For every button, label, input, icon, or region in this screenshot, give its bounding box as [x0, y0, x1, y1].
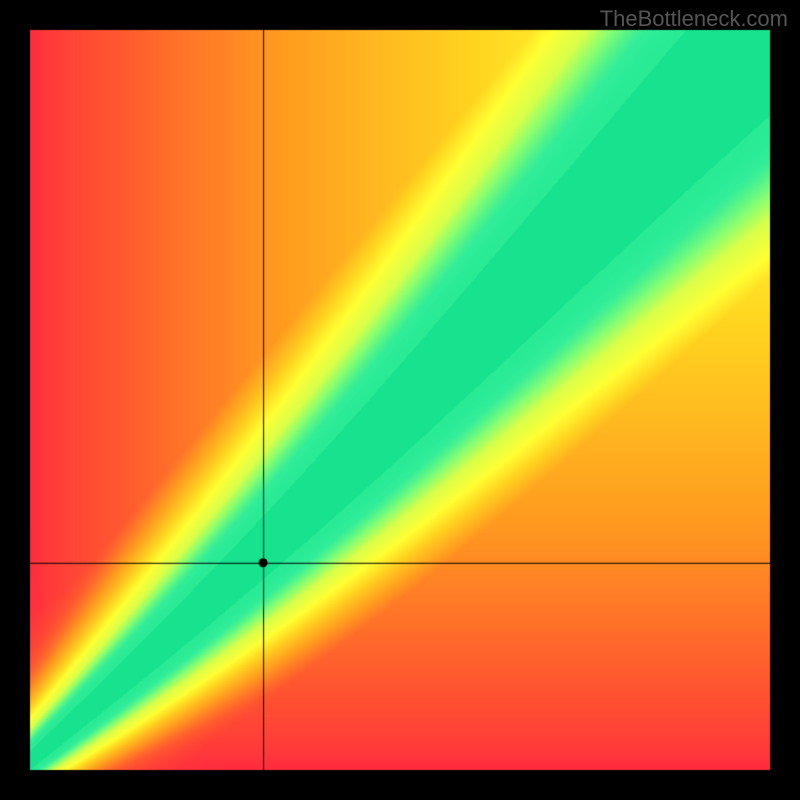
heatmap-canvas	[0, 0, 800, 800]
chart-container: TheBottleneck.com	[0, 0, 800, 800]
watermark-text: TheBottleneck.com	[600, 6, 788, 32]
